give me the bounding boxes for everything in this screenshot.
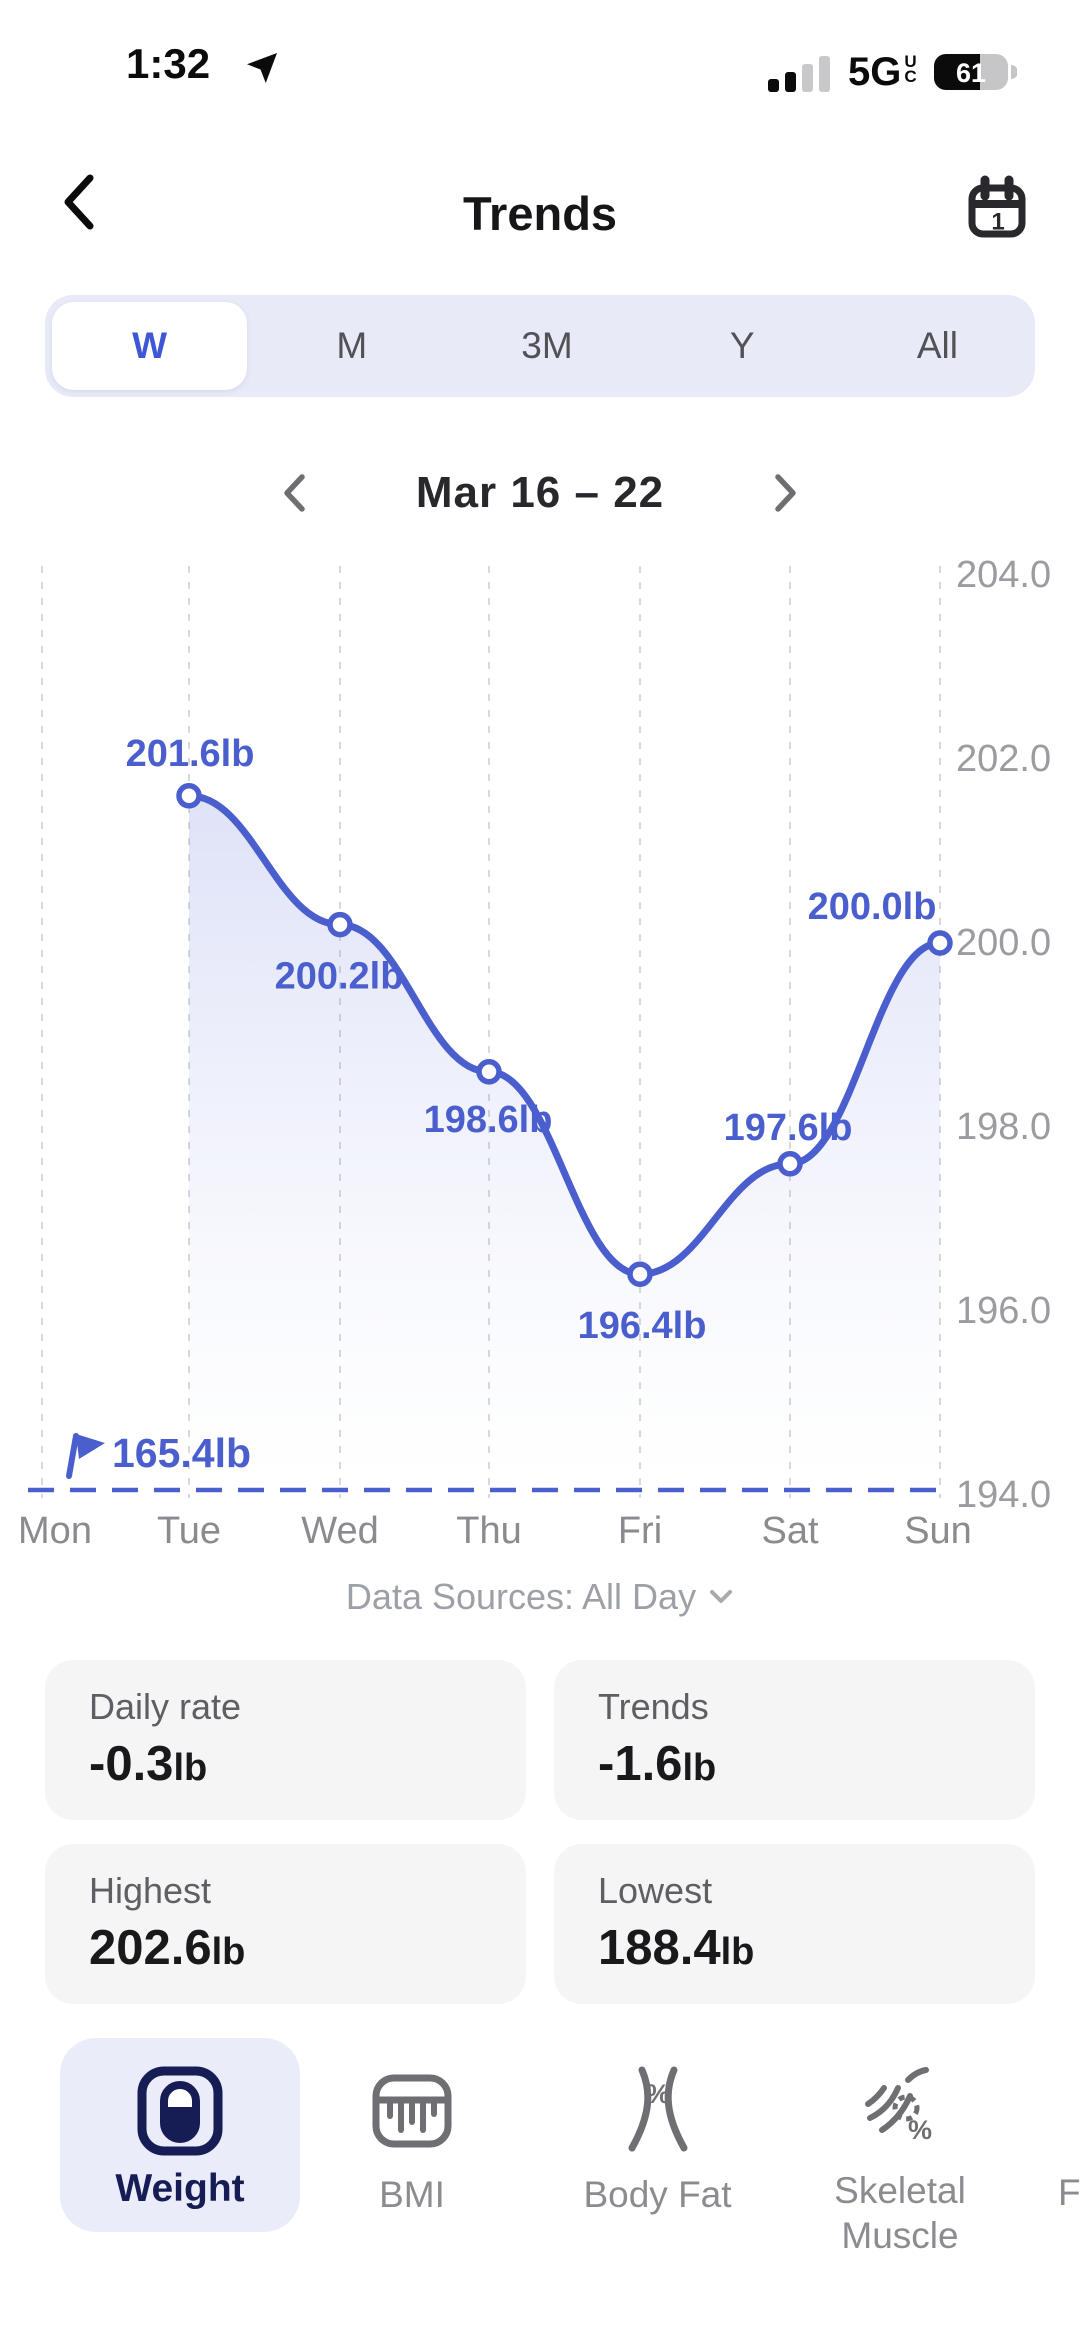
range-selector: W M 3M Y All: [45, 295, 1035, 397]
stat-card-highest: Highest 202.6lb: [45, 1844, 526, 2004]
x-axis-label: Thu: [456, 1510, 521, 1552]
stat-label: Trends: [598, 1686, 709, 1727]
data-point[interactable]: [927, 930, 953, 956]
prev-week-button[interactable]: [281, 472, 307, 514]
goal-value-label: 165.4lb: [112, 1430, 251, 1476]
stat-value: 202.6lb: [89, 1921, 246, 1975]
data-sources-dropdown[interactable]: Data Sources: All Day: [0, 1576, 1080, 1618]
weight-scale-icon: [137, 2066, 223, 2156]
x-axis-label: Mon: [18, 1510, 92, 1552]
range-tab-m[interactable]: M: [336, 325, 368, 366]
data-point-label: 197.6lb: [724, 1107, 853, 1149]
data-point[interactable]: [476, 1059, 502, 1085]
y-axis-tick: 198.0: [956, 1106, 1051, 1148]
data-point-label: 200.2lb: [275, 956, 404, 998]
stat-label: Highest: [89, 1870, 212, 1911]
x-axis: Mon Tue Wed Thu Fri Sat Sun: [18, 1510, 972, 1552]
stat-unit: lb: [211, 1931, 246, 1973]
svg-text:%: %: [908, 2115, 932, 2145]
week-range-label: Mar 16 – 22: [415, 468, 665, 517]
data-point-label: 198.6lb: [424, 1099, 553, 1141]
data-point[interactable]: [176, 783, 202, 809]
tab-weight[interactable]: Weight: [60, 2038, 300, 2232]
y-axis-tick: 200.0: [956, 922, 1051, 964]
data-point[interactable]: [627, 1261, 653, 1287]
stat-value: -1.6lb: [598, 1737, 717, 1791]
calendar-icon: 1: [968, 175, 1026, 238]
bmi-icon: [372, 2074, 452, 2148]
data-point[interactable]: [327, 911, 353, 938]
week-navigator: Mar 16 – 22: [0, 468, 1080, 518]
tab-bmi[interactable]: BMI: [342, 2064, 482, 2217]
goal-marker: 165.4lb: [28, 1430, 948, 1493]
data-point-label: 196.4lb: [578, 1305, 707, 1347]
svg-text:%: %: [645, 2079, 669, 2109]
stat-value: -0.3lb: [89, 1737, 208, 1791]
data-point-label: 201.6lb: [126, 733, 255, 775]
network-label: 5G U C: [848, 50, 917, 94]
body-fat-icon: %: [628, 2066, 687, 2152]
x-axis-label: Tue: [157, 1510, 221, 1552]
stat-card-lowest: Lowest 188.4lb: [554, 1844, 1035, 2004]
stat-label: Daily rate: [89, 1686, 242, 1727]
series-area: [189, 795, 940, 1475]
range-tab-w[interactable]: W: [52, 302, 248, 390]
y-axis: 204.0 202.0 200.0 198.0 196.0 194.0: [956, 554, 1051, 1516]
tab-label: Body Fat: [583, 2174, 732, 2215]
series-line: [185, 792, 944, 1278]
x-axis-label: Sun: [904, 1510, 972, 1552]
x-axis-label: Sat: [761, 1510, 818, 1552]
tab-skeletal-muscle[interactable]: % Skeletal Muscle: [810, 2060, 990, 2258]
svg-text:1: 1: [991, 209, 1004, 236]
data-point[interactable]: [777, 1151, 803, 1177]
battery-icon: 61: [933, 54, 1017, 90]
stats-grid: Daily rate -0.3lb Trends -1.6lb Highest …: [45, 1660, 1035, 2004]
data-sources-label: Data Sources: All Day: [345, 1576, 697, 1617]
status-icons: 5G U C 61: [766, 50, 1017, 94]
range-tab-3m[interactable]: 3M: [521, 325, 573, 366]
stat-value: 188.4lb: [598, 1921, 755, 1975]
range-tab-y[interactable]: Y: [729, 325, 755, 366]
signal-icon: [768, 56, 830, 92]
weight-trend-chart: 201.6lb 200.2lb 198.6lb 196.4lb 197.6lb 200.0…: [18, 554, 1051, 1552]
data-point-label: 200.0lb: [808, 886, 937, 928]
tab-label: BMI: [379, 2174, 445, 2215]
status-time: 1:32: [126, 40, 211, 87]
chevron-left-icon: [284, 474, 305, 512]
tab-label: Skeletal Muscle: [834, 2170, 966, 2256]
page-title: Trends: [462, 187, 618, 240]
tab-body-fat[interactable]: % Body Fat: [560, 2064, 755, 2217]
tab-next-partial[interactable]: F: [1058, 2172, 1080, 2213]
y-axis-tick: 194.0: [956, 1474, 1051, 1516]
x-axis-label: Fri: [618, 1510, 662, 1552]
tab-label: Weight: [115, 2167, 245, 2210]
stat-card-daily-rate: Daily rate -0.3lb: [45, 1660, 526, 1820]
stat-label: Lowest: [598, 1870, 713, 1911]
range-tab-all[interactable]: All: [916, 325, 958, 366]
stat-unit: lb: [720, 1931, 755, 1973]
calendar-button[interactable]: 1: [962, 172, 1032, 242]
stat-unit: lb: [173, 1747, 208, 1789]
goal-flag-icon: [66, 1433, 105, 1479]
y-axis-tick: 196.0: [956, 1290, 1051, 1332]
location-icon: [247, 53, 277, 83]
battery-level: 61: [956, 58, 986, 88]
stat-card-trends: Trends -1.6lb: [554, 1660, 1035, 1820]
back-button[interactable]: [56, 170, 104, 234]
y-axis-tick: 204.0: [956, 554, 1051, 596]
chevron-right-icon: [775, 474, 796, 512]
stat-unit: lb: [682, 1747, 717, 1789]
next-week-button[interactable]: [773, 472, 799, 514]
chevron-left-icon: [64, 174, 94, 230]
y-axis-tick: 202.0: [956, 738, 1051, 780]
chevron-down-icon: [710, 1590, 733, 1603]
skeletal-muscle-icon: %: [865, 2067, 932, 2145]
x-axis-label: Wed: [301, 1510, 378, 1552]
